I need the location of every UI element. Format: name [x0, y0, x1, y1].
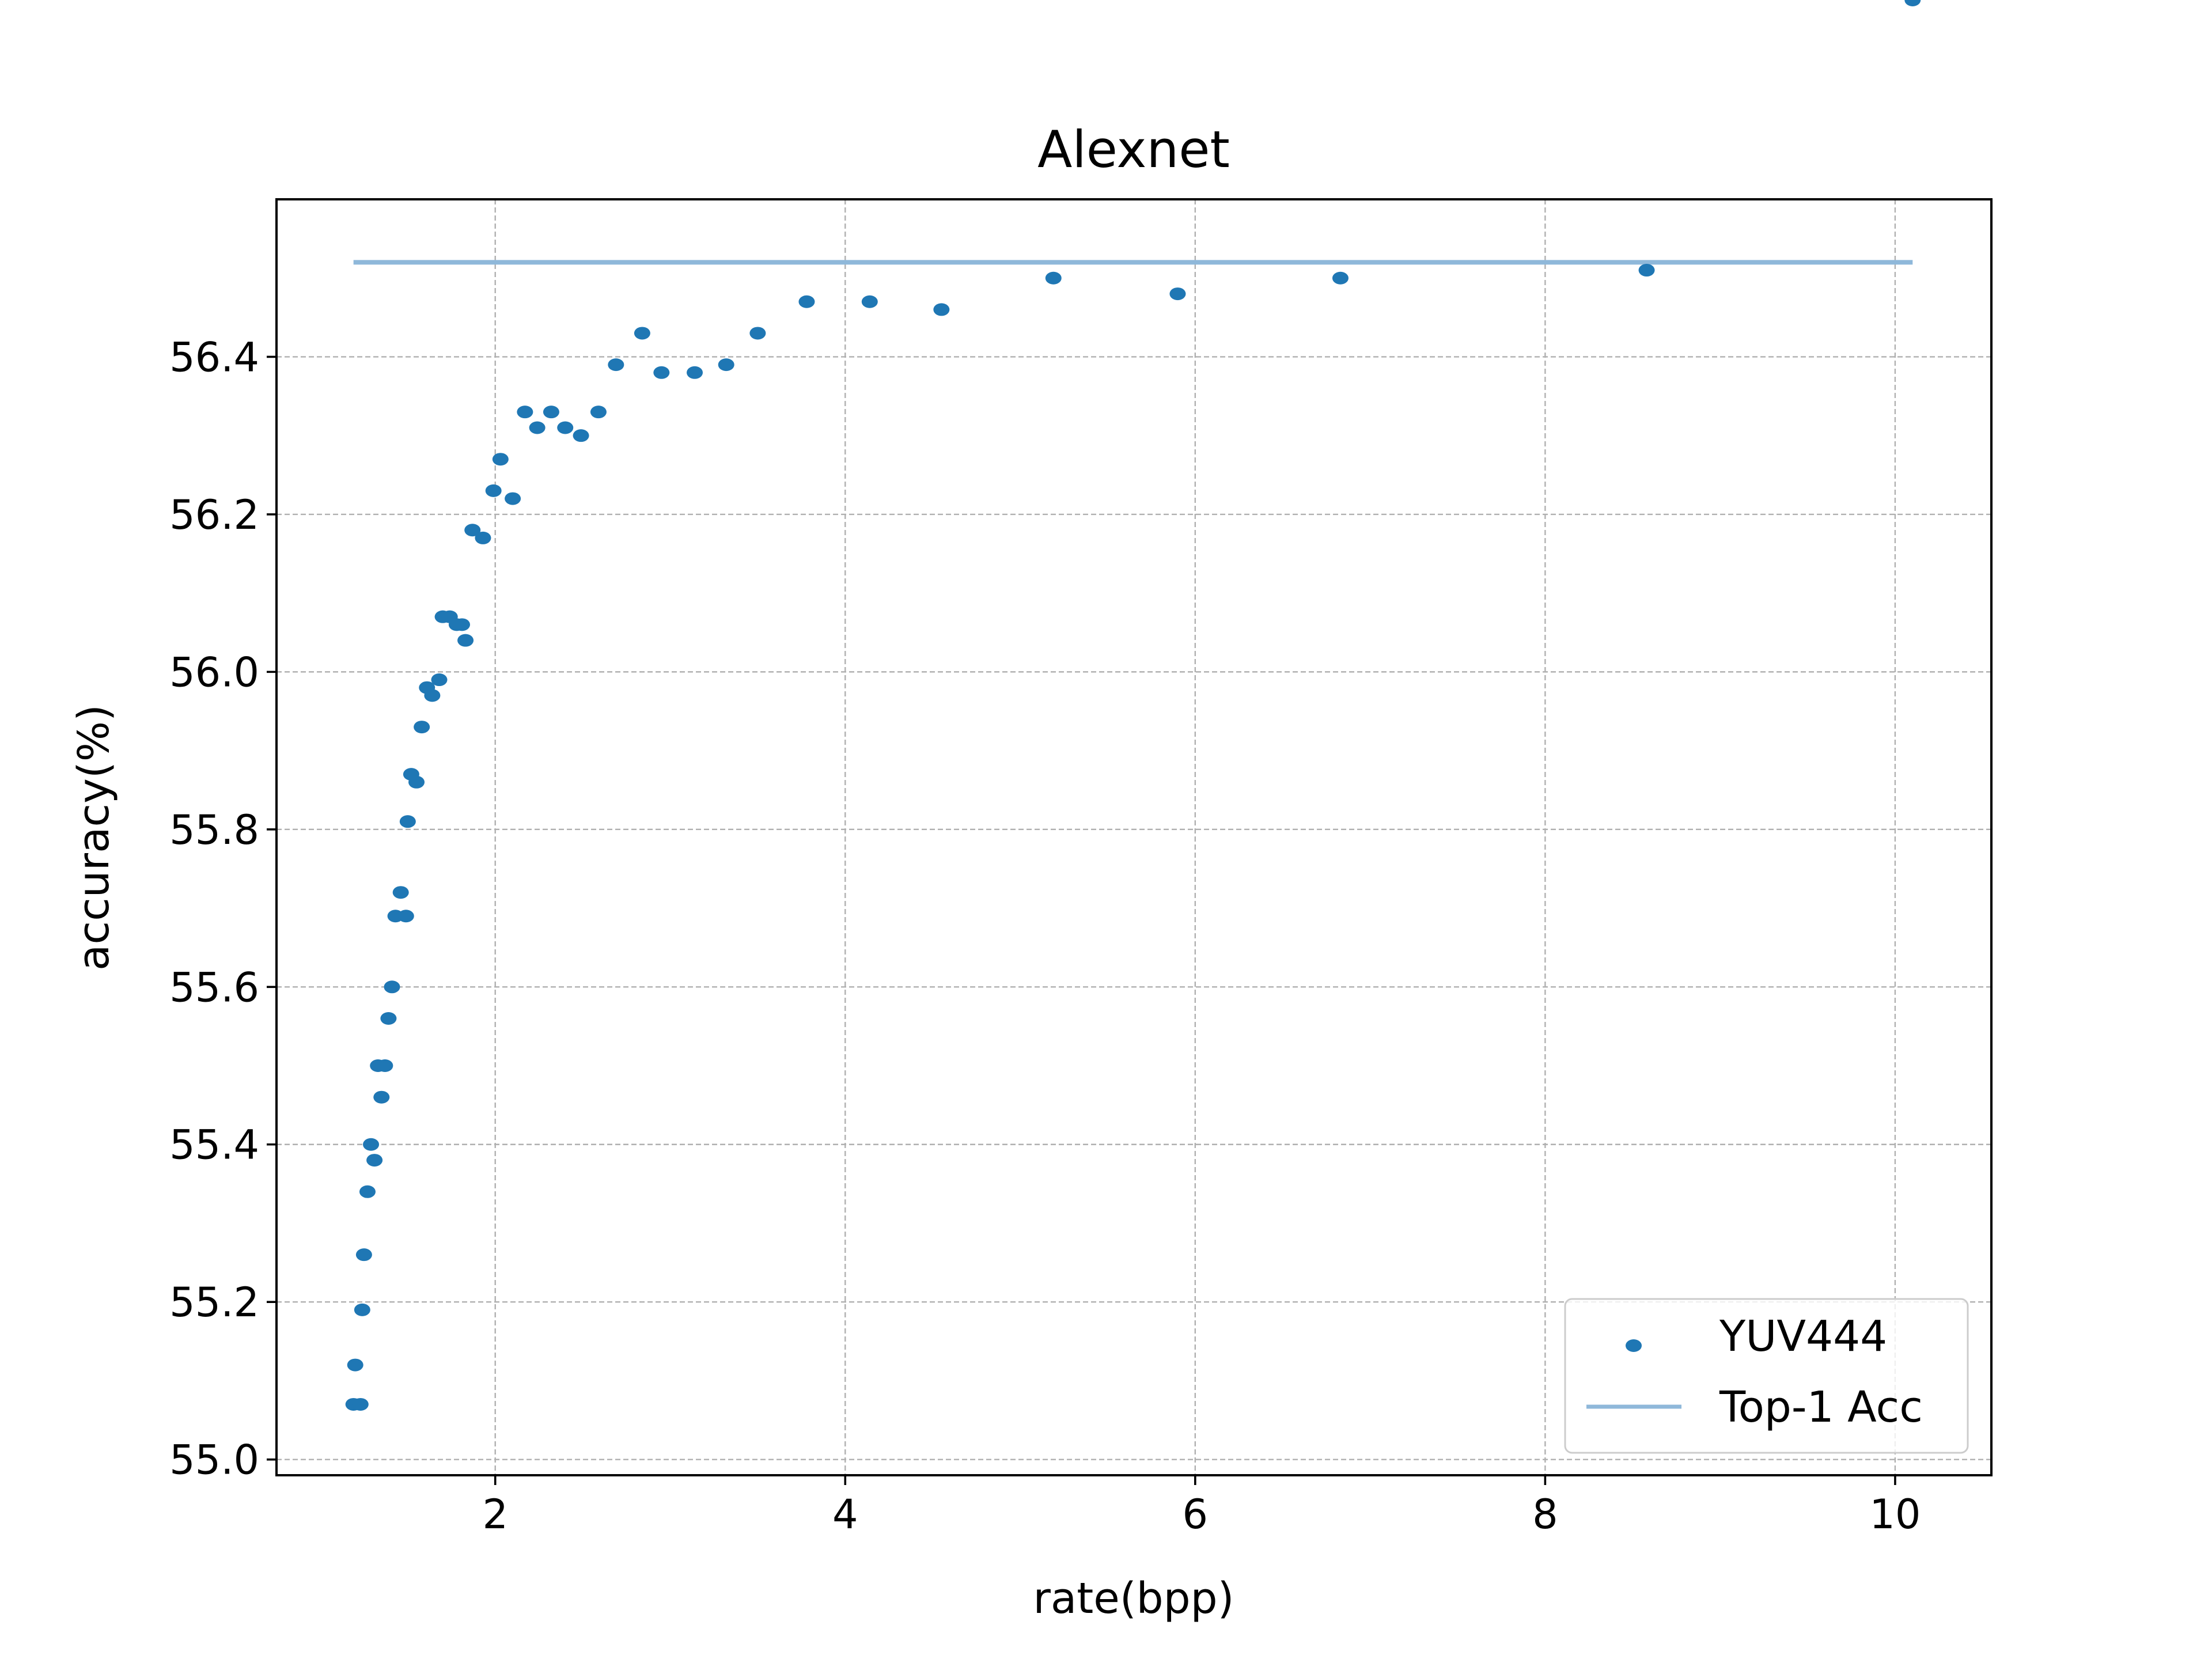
- data-point: [749, 327, 766, 340]
- legend: YUV444 Top-1 Acc: [1564, 1298, 1969, 1454]
- axis-ticks: 2 4 6 8 10 55.0 55.2 55.4 55.6 55.8 56.0 56.2 56.4: [169, 334, 1921, 1538]
- legend-label-top1-acc: Top-1 Acc: [1719, 1382, 1923, 1432]
- y-tick-label: 55.4: [169, 1122, 259, 1169]
- plot-series: [345, 0, 1921, 1411]
- grid-lines: [276, 199, 1991, 1475]
- legend-box: [1564, 1298, 1969, 1454]
- y-tick-label: 56.2: [169, 491, 259, 539]
- data-point: [380, 1012, 397, 1025]
- data-point: [1045, 271, 1062, 285]
- data-point: [384, 980, 400, 994]
- data-point: [861, 295, 878, 308]
- data-point: [529, 421, 546, 434]
- data-point: [608, 358, 624, 372]
- x-axis-label: rate(bpp): [1033, 1574, 1234, 1623]
- data-point: [492, 453, 509, 466]
- data-point: [687, 366, 703, 379]
- data-point: [454, 618, 471, 631]
- y-tick-label: 56.0: [169, 649, 259, 696]
- data-point: [485, 484, 502, 497]
- data-point: [366, 1154, 383, 1167]
- data-point: [355, 1248, 372, 1262]
- y-tick-label: 55.0: [169, 1437, 259, 1484]
- y-tick-label: 55.8: [169, 806, 259, 854]
- data-point: [392, 886, 409, 899]
- legend-marker-dot: [1626, 1339, 1642, 1352]
- data-point: [373, 1090, 390, 1104]
- data-point: [1638, 264, 1655, 277]
- data-point: [718, 358, 734, 372]
- x-tick-label: 8: [1532, 1491, 1558, 1538]
- x-tick-label: 4: [832, 1491, 858, 1538]
- legend-label-yuv444: YUV444: [1719, 1312, 1887, 1361]
- data-point: [634, 327, 650, 340]
- data-point: [457, 634, 474, 647]
- data-point: [798, 295, 815, 308]
- x-tick-label: 6: [1183, 1491, 1209, 1538]
- data-point: [414, 721, 430, 734]
- data-point: [543, 406, 559, 419]
- data-point: [505, 492, 521, 505]
- data-point: [363, 1138, 380, 1151]
- data-point: [431, 673, 448, 687]
- data-point: [1904, 0, 1921, 6]
- data-point: [590, 406, 607, 419]
- data-point: [399, 815, 416, 828]
- y-tick-label: 55.6: [169, 964, 259, 1011]
- y-axis-label: accuracy(%): [69, 704, 119, 971]
- data-point: [464, 524, 481, 537]
- chart-title: Alexnet: [1037, 120, 1230, 179]
- data-point: [933, 303, 950, 316]
- data-point: [397, 910, 414, 923]
- data-point: [347, 1358, 363, 1372]
- data-point: [573, 429, 589, 442]
- data-point: [517, 406, 533, 419]
- data-point: [1332, 271, 1349, 285]
- legend-marker-yuv444: [1626, 1339, 1642, 1352]
- data-point: [359, 1185, 376, 1198]
- data-point: [424, 689, 441, 702]
- data-point: [408, 775, 425, 789]
- y-tick-label: 55.2: [169, 1279, 259, 1326]
- data-point: [653, 366, 670, 379]
- y-tick-label: 56.4: [169, 334, 259, 381]
- data-point: [557, 421, 574, 434]
- data-point: [354, 1303, 370, 1316]
- x-tick-label: 2: [482, 1491, 508, 1538]
- plot-frame: [275, 198, 1993, 1476]
- data-point: [1169, 287, 1186, 301]
- data-point: [352, 1397, 369, 1411]
- data-point: [475, 531, 491, 544]
- data-point: [377, 1059, 393, 1073]
- x-tick-label: 10: [1869, 1491, 1921, 1538]
